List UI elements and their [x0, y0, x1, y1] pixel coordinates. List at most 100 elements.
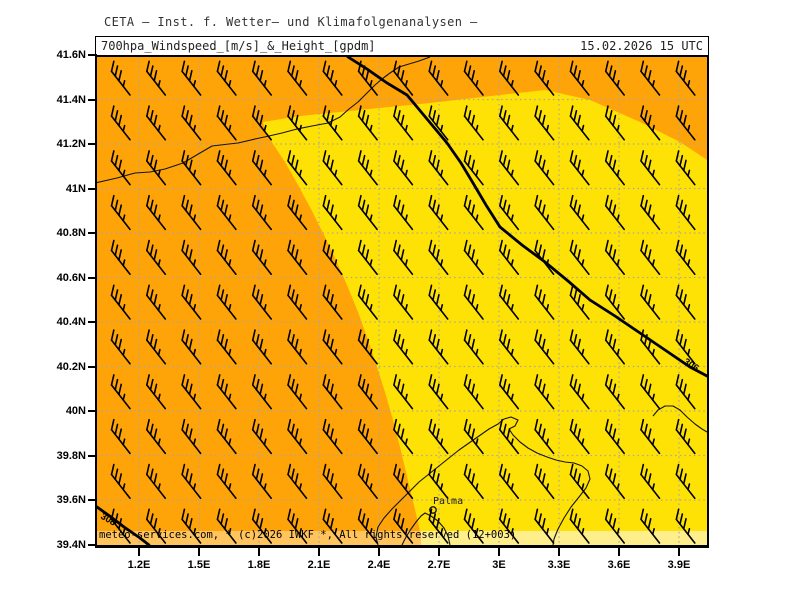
wind-barb — [110, 463, 131, 500]
wind-barb — [393, 105, 414, 141]
lat-tick-mark — [88, 321, 97, 323]
wind-barb — [357, 284, 378, 320]
lat-tick-label: 41.4N — [56, 93, 86, 106]
wind-barb — [287, 194, 308, 231]
wind-barb — [604, 329, 626, 365]
wind-barb — [110, 418, 131, 455]
lon-tick-label: 1.5E — [187, 559, 211, 571]
lat-tick-mark — [88, 276, 97, 279]
wind-barb — [569, 194, 590, 231]
wind-barb — [428, 239, 449, 275]
wind-barb — [393, 329, 414, 365]
wind-barb — [675, 105, 696, 141]
coastline-catalonia — [97, 57, 431, 184]
wind-barbs — [110, 60, 696, 544]
wind-barb — [146, 463, 167, 500]
wind-barb — [463, 329, 484, 365]
wind-barb — [251, 284, 272, 320]
wind-barb — [640, 60, 661, 96]
wind-barb — [110, 374, 131, 410]
wind-barb — [463, 374, 484, 410]
wind-barb — [322, 374, 343, 410]
wind-barb — [357, 329, 378, 365]
wind-barb — [110, 105, 131, 141]
copyright-watermark: meteo-services.com, * (c)2026 IWKF *, Al… — [99, 529, 517, 541]
lat-tick-mark — [88, 454, 97, 457]
wind-barb — [110, 329, 131, 365]
map-datetime: 15.02.2026 15 UTC — [580, 39, 703, 53]
lat-tick-label: 39.4N — [56, 538, 86, 551]
wind-barb — [287, 463, 308, 500]
wind-barb — [428, 508, 449, 544]
wind-barb — [393, 239, 414, 275]
wind-barb — [322, 329, 343, 365]
wind-barb — [181, 239, 202, 275]
lat-tick-mark — [88, 187, 97, 190]
institute-header: CETA – Inst. f. Wetter– und Klimafolgena… — [104, 15, 478, 29]
wind-barb — [181, 284, 202, 320]
wind-barb — [181, 508, 202, 544]
wind-barb — [181, 329, 202, 365]
wind-barb — [499, 284, 520, 320]
wind-barb — [287, 329, 308, 365]
wind-barb — [640, 418, 661, 455]
lat-tick-mark — [88, 410, 97, 412]
contour-306-line — [346, 57, 707, 378]
lon-tick-label: 3.9E — [667, 559, 691, 571]
map-label-palma: Palma — [433, 496, 463, 507]
lat-tick-label: 40.8N — [56, 227, 86, 239]
wind-barb — [251, 60, 272, 96]
wind-barb — [569, 284, 590, 320]
wind-barb — [499, 418, 520, 455]
wind-barb — [110, 239, 131, 275]
wind-barb — [463, 508, 484, 544]
wind-barb — [287, 60, 308, 96]
wind-barb — [287, 418, 308, 455]
wind-barb — [357, 418, 378, 455]
wind-barb — [604, 284, 626, 320]
map-title: 700hpa_Windspeed_[m/s]_&_Height_[gpdm] — [101, 39, 376, 53]
wind-barb — [428, 150, 449, 186]
wind-barb — [146, 239, 167, 275]
wind-barb — [675, 194, 696, 231]
wind-barb — [216, 374, 237, 410]
lon-tick-mark — [618, 548, 620, 556]
lat-tick-label: 41N — [65, 182, 86, 195]
wind-barb — [287, 105, 308, 141]
wind-barb — [146, 60, 167, 96]
wind-barb — [463, 105, 484, 141]
wind-barb — [146, 150, 167, 186]
wind-barb — [181, 150, 202, 186]
wind-barb — [604, 374, 626, 410]
wind-barb — [640, 508, 661, 544]
wind-barb — [640, 374, 661, 410]
wind-barb — [534, 508, 555, 544]
wind-barb — [146, 284, 167, 320]
wind-barb — [675, 508, 696, 544]
wind-barb — [640, 239, 661, 275]
lon-tick-label: 2.1E — [307, 559, 331, 571]
lon-tick-mark — [558, 548, 560, 556]
wind-barb — [322, 150, 343, 186]
wind-barb — [428, 194, 449, 231]
coastlines — [97, 57, 707, 545]
wind-barb — [357, 60, 378, 96]
wind-barb — [251, 329, 272, 365]
wind-barb — [287, 508, 308, 544]
wind-barb — [216, 508, 237, 544]
wind-barb — [499, 508, 520, 544]
wind-barb — [287, 284, 308, 320]
wind-barb — [675, 418, 696, 455]
wind-barb — [428, 284, 449, 320]
wind-barb — [216, 463, 237, 500]
lat-tick-mark — [88, 499, 97, 501]
wind-barb — [604, 463, 626, 500]
lat-tick-mark — [88, 543, 97, 546]
wind-barb — [393, 60, 414, 96]
wind-barb — [640, 194, 661, 231]
lat-tick-mark — [88, 98, 97, 101]
wind-barb — [534, 418, 555, 455]
wind-barb — [110, 194, 131, 231]
wind-barb — [534, 374, 555, 410]
